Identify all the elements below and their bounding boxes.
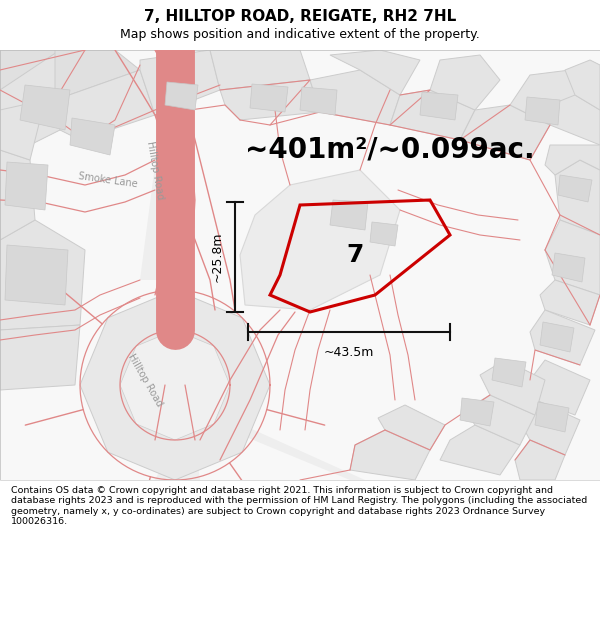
Polygon shape xyxy=(155,440,200,480)
Polygon shape xyxy=(0,100,45,160)
Polygon shape xyxy=(140,50,220,115)
Polygon shape xyxy=(165,82,198,110)
Polygon shape xyxy=(80,290,270,480)
Polygon shape xyxy=(0,220,85,330)
Polygon shape xyxy=(430,55,500,110)
Polygon shape xyxy=(210,50,310,90)
Text: ~401m²/~0.099ac.: ~401m²/~0.099ac. xyxy=(245,136,535,164)
Polygon shape xyxy=(55,70,155,140)
Polygon shape xyxy=(378,405,445,450)
Polygon shape xyxy=(552,253,585,282)
Polygon shape xyxy=(0,50,80,160)
Polygon shape xyxy=(220,80,320,120)
Polygon shape xyxy=(555,160,600,235)
Text: Hilltop Road: Hilltop Road xyxy=(126,352,164,408)
Polygon shape xyxy=(120,330,230,440)
Polygon shape xyxy=(492,358,526,387)
Polygon shape xyxy=(540,322,574,352)
Polygon shape xyxy=(330,200,368,230)
Polygon shape xyxy=(558,175,592,202)
Polygon shape xyxy=(510,70,580,125)
Polygon shape xyxy=(550,95,600,145)
Text: Hilltop Road: Hilltop Road xyxy=(145,140,165,200)
Polygon shape xyxy=(480,360,545,415)
Polygon shape xyxy=(390,90,475,140)
Polygon shape xyxy=(460,398,494,426)
Polygon shape xyxy=(515,440,565,480)
Polygon shape xyxy=(240,170,400,310)
Polygon shape xyxy=(330,50,420,95)
Polygon shape xyxy=(545,220,600,295)
Text: Map shows position and indicative extent of the property.: Map shows position and indicative extent… xyxy=(120,28,480,41)
Text: ~43.5m: ~43.5m xyxy=(324,346,374,359)
Polygon shape xyxy=(370,222,398,246)
Polygon shape xyxy=(545,145,600,175)
Polygon shape xyxy=(530,310,595,365)
Polygon shape xyxy=(250,84,288,112)
Polygon shape xyxy=(55,50,140,100)
Text: 7: 7 xyxy=(346,243,364,267)
Polygon shape xyxy=(5,245,68,305)
Polygon shape xyxy=(350,430,430,480)
Text: Contains OS data © Crown copyright and database right 2021. This information is : Contains OS data © Crown copyright and d… xyxy=(11,486,587,526)
Polygon shape xyxy=(70,118,115,155)
Polygon shape xyxy=(300,87,337,115)
Polygon shape xyxy=(520,402,580,455)
Polygon shape xyxy=(540,280,600,325)
Polygon shape xyxy=(565,60,600,110)
Polygon shape xyxy=(20,85,70,130)
Polygon shape xyxy=(420,92,458,120)
Polygon shape xyxy=(214,419,365,480)
Polygon shape xyxy=(5,162,48,210)
Polygon shape xyxy=(525,97,560,125)
Polygon shape xyxy=(310,70,400,125)
Text: Smoke Lane: Smoke Lane xyxy=(78,171,138,189)
Polygon shape xyxy=(530,360,590,415)
Polygon shape xyxy=(535,402,569,432)
Polygon shape xyxy=(460,105,550,160)
Text: ~25.8m: ~25.8m xyxy=(211,232,223,282)
Polygon shape xyxy=(0,50,60,110)
Polygon shape xyxy=(140,50,190,280)
Polygon shape xyxy=(0,150,35,240)
Polygon shape xyxy=(440,425,520,475)
Polygon shape xyxy=(0,325,80,390)
Polygon shape xyxy=(465,395,535,445)
Text: 7, HILLTOP ROAD, REIGATE, RH2 7HL: 7, HILLTOP ROAD, REIGATE, RH2 7HL xyxy=(144,9,456,24)
